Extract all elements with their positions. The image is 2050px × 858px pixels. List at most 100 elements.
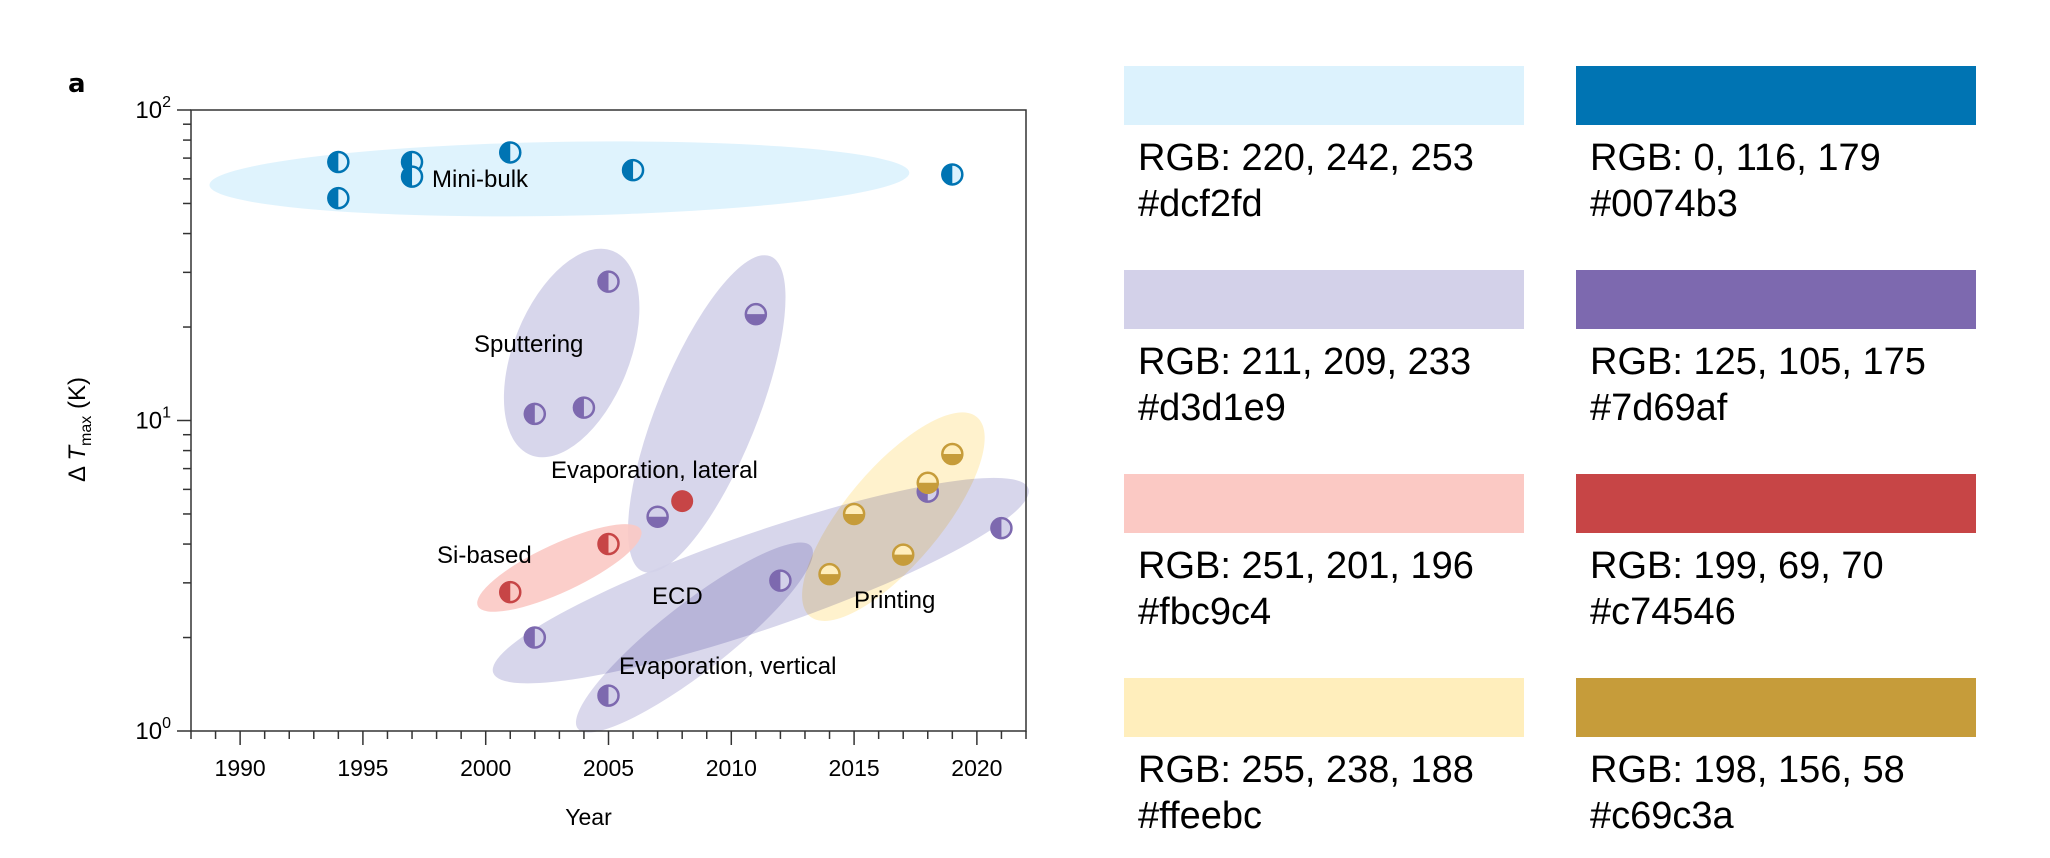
- swatch-rgb-label: RGB: 220, 242, 253: [1138, 137, 1474, 179]
- group-label: Mini-bulk: [432, 166, 529, 193]
- data-point: [572, 396, 596, 419]
- region-evaporation-lateral: [627, 255, 786, 573]
- group-label: Printing: [854, 587, 935, 614]
- color-swatch: RGB: 198, 156, 58 #c69c3a: [1576, 678, 1976, 839]
- color-swatch: RGB: 199, 69, 70 #c74546: [1576, 474, 1976, 635]
- marker-outline: [891, 543, 915, 566]
- swatch-color-bar: [1576, 474, 1976, 533]
- color-swatch: RGB: 0, 116, 179 #0074b3: [1576, 66, 1976, 227]
- swatch-hex-label: #0074b3: [1590, 183, 1738, 225]
- marker-outline: [744, 302, 768, 326]
- group-label: Evaporation, vertical: [619, 653, 836, 680]
- marker-outline: [327, 150, 350, 174]
- data-point: [597, 270, 620, 293]
- data-point: [499, 580, 522, 604]
- marker-outline: [327, 186, 350, 210]
- marker-outline: [499, 580, 522, 604]
- data-point: [941, 442, 964, 466]
- x-tick-label: 1995: [337, 755, 388, 781]
- y-tick-label: 102: [135, 94, 171, 124]
- x-tick-label: 2015: [829, 755, 880, 781]
- swatch-color-bar: [1124, 678, 1524, 737]
- data-points: [327, 141, 1013, 707]
- data-point: [818, 562, 841, 586]
- swatch-hex-label: #c69c3a: [1590, 795, 1734, 837]
- data-point: [621, 158, 645, 182]
- swatch-rgb-label: RGB: 211, 209, 233: [1138, 341, 1472, 383]
- swatch-hex-label: #d3d1e9: [1138, 387, 1286, 429]
- group-label: Evaporation, lateral: [551, 457, 758, 484]
- panel-label: a: [68, 69, 86, 99]
- swatch-rgb-label: RGB: 199, 69, 70: [1590, 545, 1884, 587]
- swatch-color-bar: [1124, 270, 1524, 329]
- swatch-hex-label: #fbc9c4: [1138, 591, 1272, 633]
- data-point: [891, 543, 915, 566]
- swatch-color-bar: [1576, 678, 1976, 737]
- axes: 1990 1995 2000 2005 2010 2015 2020 100 101 102 Yea…: [64, 94, 1027, 830]
- data-point: [499, 141, 522, 164]
- marker-outline: [597, 532, 620, 556]
- x-tick-label: 2010: [706, 755, 757, 781]
- swatch-color-bar: [1576, 66, 1976, 125]
- group-label: ECD: [652, 583, 703, 610]
- swatch-rgb-label: RGB: 198, 156, 58: [1590, 749, 1905, 791]
- data-point: [744, 302, 768, 326]
- marker-filled: [671, 490, 694, 513]
- data-point: [327, 186, 350, 210]
- data-point: [597, 532, 620, 556]
- swatch-rgb-label: RGB: 0, 116, 179: [1590, 137, 1881, 179]
- scatter-chart: a 1990 1995 2000 2005 2010 2015 2020 100 101 102 Y…: [64, 69, 1029, 830]
- data-point: [597, 684, 620, 707]
- x-tick-label: 2000: [460, 755, 511, 781]
- data-point: [769, 569, 792, 592]
- marker-outline: [941, 442, 964, 466]
- marker-outline: [572, 396, 596, 419]
- swatch-rgb-label: RGB: 255, 238, 188: [1138, 749, 1474, 791]
- swatch-color-bar: [1124, 66, 1524, 125]
- marker-outline: [769, 569, 792, 592]
- y-axis-label: Δ Tmax (K): [64, 377, 95, 482]
- region-printing: [802, 412, 985, 621]
- x-tick-label: 1990: [215, 755, 266, 781]
- marker-outline: [842, 502, 866, 526]
- color-swatch: RGB: 125, 105, 175 #7d69af: [1576, 270, 1976, 431]
- data-point: [400, 165, 424, 188]
- x-tick-label: 2005: [583, 755, 634, 781]
- region-evaporation-vertical: [575, 542, 813, 733]
- marker-outline: [941, 163, 964, 186]
- data-point: [916, 471, 940, 495]
- data-point: [523, 626, 547, 649]
- marker-outline: [499, 141, 522, 164]
- marker-outline: [818, 562, 841, 586]
- y-tick-label: 100: [135, 715, 171, 745]
- data-point: [646, 505, 669, 528]
- marker-outline: [621, 158, 645, 182]
- swatch-hex-label: #ffeebc: [1138, 795, 1262, 837]
- swatch-color-bar: [1576, 270, 1976, 329]
- swatch-rgb-label: RGB: 251, 201, 196: [1138, 545, 1474, 587]
- data-point: [327, 150, 350, 174]
- group-label: Sputtering: [474, 331, 583, 358]
- x-tick-label: 2020: [951, 755, 1002, 781]
- y-tick-label: 101: [135, 405, 171, 435]
- color-swatch: RGB: 220, 242, 253 #dcf2fd: [1124, 66, 1524, 227]
- marker-outline: [916, 471, 940, 495]
- swatch-hex-label: #dcf2fd: [1138, 183, 1263, 225]
- swatch-hex-label: #c74546: [1590, 591, 1736, 633]
- data-point: [990, 516, 1013, 540]
- x-axis-label: Year: [565, 804, 612, 830]
- marker-outline: [990, 516, 1013, 540]
- marker-outline: [597, 270, 620, 293]
- group-labels: Mini-bulk Sputtering Evaporation, lateral S…: [432, 166, 935, 680]
- swatch-rgb-label: RGB: 125, 105, 175: [1590, 341, 1926, 383]
- marker-outline: [523, 402, 547, 426]
- color-swatch: RGB: 251, 201, 196 #fbc9c4: [1124, 474, 1524, 635]
- data-point: [842, 502, 866, 526]
- group-label: Si-based: [437, 542, 532, 569]
- marker-outline: [646, 505, 669, 528]
- marker-outline: [400, 165, 424, 188]
- data-point: [523, 402, 547, 426]
- data-point: [941, 163, 964, 186]
- data-point: [671, 490, 694, 513]
- color-swatch: RGB: 211, 209, 233 #d3d1e9: [1124, 270, 1524, 431]
